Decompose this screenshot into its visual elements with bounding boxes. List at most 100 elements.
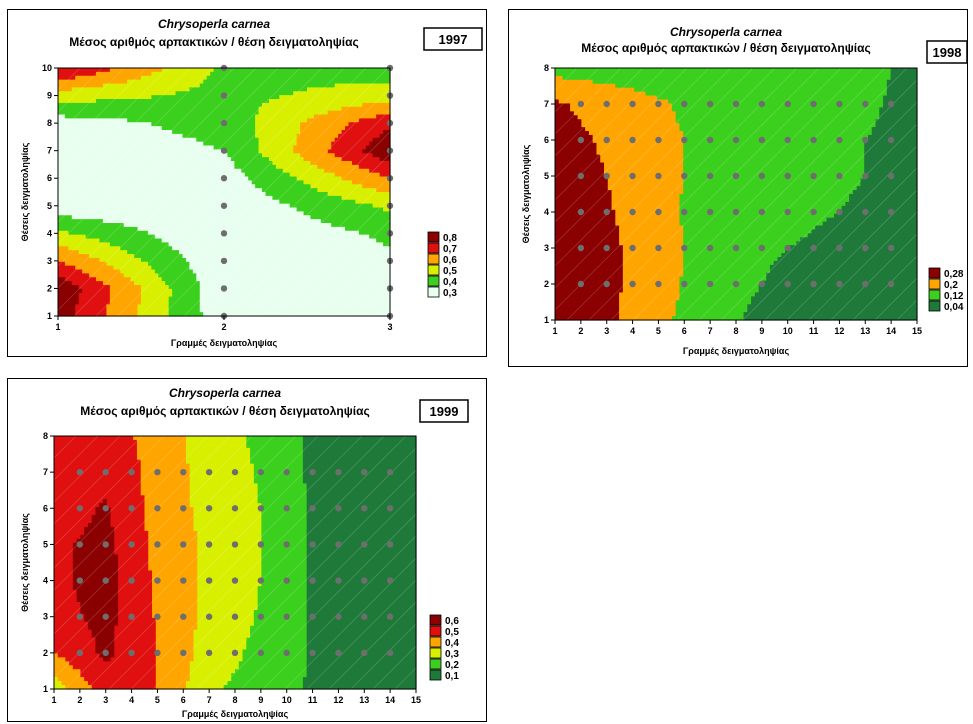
contour-cell	[196, 110, 201, 116]
contour-cell	[161, 188, 166, 193]
contour-cell	[199, 79, 204, 85]
contour-cell	[151, 99, 156, 104]
contour-cell	[265, 285, 270, 290]
contour-cell	[203, 75, 208, 81]
contour-cell	[116, 207, 121, 212]
contour-cell	[324, 122, 329, 127]
contour-cell	[75, 75, 80, 81]
contour-cell	[293, 122, 298, 127]
contour-cell	[161, 110, 166, 116]
contour-cell	[227, 281, 232, 286]
contour-cell	[282, 192, 287, 197]
contour-cell	[230, 188, 235, 193]
contour-cell	[68, 195, 73, 201]
contour-cell	[251, 91, 256, 96]
contour-cell	[220, 87, 225, 92]
contour-cell	[89, 226, 94, 232]
contour-cell	[165, 265, 170, 271]
contour-cell	[192, 172, 197, 178]
contour-cell	[102, 137, 108, 143]
contour-cell	[206, 246, 211, 251]
contour-cell	[68, 254, 73, 259]
contour-cell	[279, 300, 284, 305]
contour-cell	[92, 114, 97, 119]
contour-cell	[175, 223, 180, 228]
contour-cell	[244, 273, 249, 278]
contour-cell	[165, 137, 170, 143]
contour-cell	[106, 126, 111, 131]
contour-cell	[293, 184, 298, 189]
contour-cell	[109, 75, 114, 81]
contour-cell	[116, 153, 121, 158]
contour-cell	[296, 141, 301, 147]
contour-cell	[99, 161, 104, 166]
contour-cell	[272, 292, 277, 298]
contour-cell	[241, 83, 246, 88]
contour-cell	[307, 137, 312, 143]
contour-cell	[64, 110, 69, 116]
contour-cell	[147, 238, 152, 243]
contour-cell	[64, 149, 69, 154]
contour-cell	[262, 87, 267, 92]
contour-cell	[282, 99, 287, 104]
contour-cell	[64, 234, 69, 240]
contour-cell	[106, 215, 111, 220]
contour-cell	[68, 257, 73, 263]
contour-cell	[75, 83, 80, 88]
contour-cell	[168, 110, 173, 116]
contour-cell	[168, 157, 173, 162]
contour-cell	[161, 95, 166, 100]
contour-cell	[206, 207, 211, 212]
contour-cell	[182, 265, 187, 271]
contour-cell	[244, 203, 249, 209]
contour-cell	[289, 122, 294, 127]
contour-cell	[206, 269, 211, 274]
contour-cell	[123, 192, 128, 197]
contour-cell	[320, 308, 325, 313]
contour-cell	[303, 157, 308, 162]
contour-cell	[251, 273, 256, 278]
contour-cell	[241, 95, 246, 100]
contour-cell	[296, 168, 301, 174]
contour-cell	[230, 199, 235, 205]
contour-cell	[293, 242, 298, 247]
contour-cell	[296, 95, 301, 100]
contour-cell	[144, 285, 149, 290]
contour-cell	[61, 180, 66, 185]
contour-cell	[227, 122, 232, 127]
contour-cell	[268, 215, 274, 220]
contour-cell	[113, 192, 118, 197]
contour-cell	[58, 180, 63, 185]
contour-cell	[220, 223, 225, 228]
contour-cell	[189, 273, 194, 278]
contour-cell	[313, 137, 318, 143]
contour-cell	[268, 184, 274, 189]
contour-cell	[92, 172, 97, 178]
contour-cell	[241, 168, 246, 174]
contour-cell	[102, 215, 108, 220]
contour-cell	[320, 149, 325, 154]
contour-cell	[120, 68, 125, 73]
contour-cell	[199, 87, 204, 92]
contour-cell	[224, 126, 229, 131]
contour-cell	[255, 269, 260, 274]
contour-cell	[296, 203, 301, 209]
contour-cell	[158, 269, 163, 274]
contour-cell	[303, 250, 308, 255]
contour-cell	[158, 172, 163, 178]
contour-cell	[165, 172, 170, 178]
contour-cell	[317, 195, 322, 201]
contour-cell	[82, 87, 87, 92]
contour-cell	[61, 215, 66, 220]
contour-cell	[102, 91, 108, 96]
contour-cell	[293, 141, 298, 147]
contour-cell	[154, 254, 159, 259]
contour-cell	[75, 137, 80, 143]
contour-cell	[234, 242, 239, 247]
contour-cell	[265, 273, 270, 278]
contour-cell	[113, 195, 118, 201]
contour-cell	[102, 114, 108, 119]
contour-cell	[234, 292, 239, 298]
contour-cell	[320, 238, 325, 243]
